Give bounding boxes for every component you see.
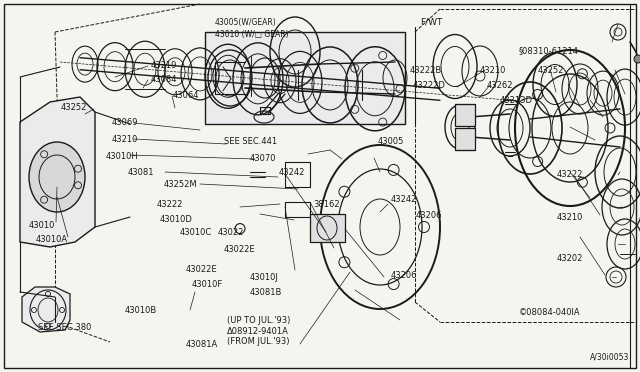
- Text: 43022E: 43022E: [186, 265, 217, 274]
- Text: 43010F: 43010F: [192, 280, 223, 289]
- Text: 43252: 43252: [61, 103, 87, 112]
- Text: 43213D: 43213D: [499, 96, 532, 105]
- Text: 43010C: 43010C: [179, 228, 211, 237]
- Polygon shape: [22, 287, 70, 332]
- Text: 43010A: 43010A: [35, 235, 67, 244]
- Text: 43081B: 43081B: [250, 288, 282, 296]
- Text: 43010D: 43010D: [160, 215, 193, 224]
- Ellipse shape: [29, 142, 85, 212]
- Text: 43084: 43084: [150, 76, 177, 84]
- Bar: [310, 214, 345, 242]
- Bar: [205, 32, 405, 124]
- Text: (FROM JUL.'93): (FROM JUL.'93): [227, 337, 290, 346]
- Text: (UP TO JUL.'93): (UP TO JUL.'93): [227, 316, 291, 325]
- Text: 43064: 43064: [173, 92, 199, 100]
- Text: 43081A: 43081A: [186, 340, 218, 349]
- Text: 43010B: 43010B: [125, 306, 157, 315]
- Text: 43222: 43222: [557, 170, 583, 179]
- Text: 43242: 43242: [278, 169, 305, 177]
- Text: 43005(W/GEAR): 43005(W/GEAR): [215, 17, 276, 26]
- Text: F/WT: F/WT: [420, 17, 442, 26]
- Text: 43210: 43210: [480, 66, 506, 75]
- Text: 43219: 43219: [150, 61, 177, 70]
- Text: 43010: 43010: [29, 221, 55, 230]
- Text: §08310-61214: §08310-61214: [518, 46, 579, 55]
- Text: 43210: 43210: [112, 135, 138, 144]
- Text: 43222: 43222: [157, 200, 183, 209]
- Circle shape: [634, 55, 640, 63]
- Text: A/30i0053: A/30i0053: [590, 353, 629, 362]
- Text: 43005: 43005: [378, 137, 404, 146]
- Text: 43081: 43081: [128, 169, 154, 177]
- Text: 43010 (W/□ GEAR): 43010 (W/□ GEAR): [215, 29, 289, 38]
- Text: 43070: 43070: [250, 154, 276, 163]
- Bar: [455, 104, 475, 126]
- Text: ©08084-040lA: ©08084-040lA: [518, 308, 580, 317]
- Text: Δ08912-9401A: Δ08912-9401A: [227, 327, 289, 336]
- Text: 43222D: 43222D: [413, 81, 445, 90]
- Text: 43206: 43206: [390, 271, 417, 280]
- Text: 38162: 38162: [314, 200, 340, 209]
- Bar: [455, 128, 475, 150]
- Text: 43262: 43262: [486, 81, 513, 90]
- Text: 43022E: 43022E: [224, 245, 255, 254]
- Text: 43252: 43252: [538, 66, 564, 75]
- Text: 43210: 43210: [557, 213, 583, 222]
- Text: 43222B: 43222B: [410, 66, 442, 75]
- Text: 43069: 43069: [112, 118, 138, 127]
- Text: SEE SEC.441: SEE SEC.441: [224, 137, 277, 146]
- Text: 43022: 43022: [218, 228, 244, 237]
- Text: 43202: 43202: [557, 254, 583, 263]
- Text: 43206: 43206: [416, 211, 442, 220]
- Polygon shape: [20, 97, 95, 247]
- Text: SEE SEC.380: SEE SEC.380: [38, 323, 92, 332]
- Text: 43010J: 43010J: [250, 273, 278, 282]
- Text: 43242: 43242: [390, 195, 417, 203]
- Text: 43252M: 43252M: [163, 180, 197, 189]
- Text: 43010H: 43010H: [106, 152, 138, 161]
